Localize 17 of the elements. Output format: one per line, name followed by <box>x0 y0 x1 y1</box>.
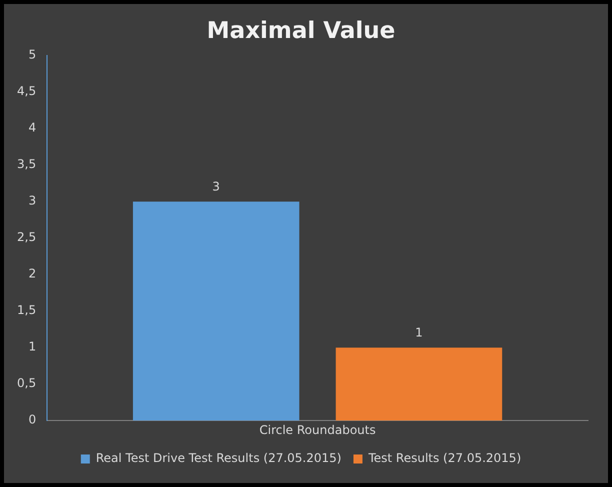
y-tick-label: 3,5 <box>16 157 36 172</box>
x-tick-label: Circle Roundabouts <box>259 422 376 437</box>
data-label: 3 <box>212 180 220 194</box>
chart-title: Maximal Value <box>206 18 396 44</box>
y-tick-label: 2,5 <box>16 230 36 244</box>
legend-label: Test Results (27.05.2015) <box>367 451 522 466</box>
data-label: 1 <box>415 326 423 340</box>
y-tick-label: 1,5 <box>16 303 36 318</box>
legend-label: Real Test Drive Test Results (27.05.2015) <box>96 451 342 466</box>
y-tick-label: 4 <box>28 120 36 135</box>
y-tick-label: 1 <box>28 340 36 354</box>
y-tick-label: 0 <box>28 412 36 427</box>
y-tick-label: 0,5 <box>16 376 36 390</box>
y-tick-label: 2 <box>28 266 36 281</box>
y-tick-label: 3 <box>28 194 36 208</box>
y-tick-label: 5 <box>28 48 36 62</box>
y-tick-label: 4,5 <box>16 84 36 98</box>
